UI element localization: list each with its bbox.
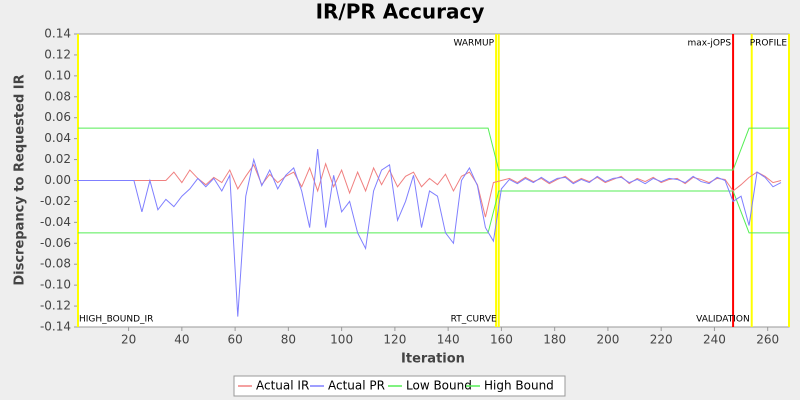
y-tick-label: 0.02 — [44, 152, 71, 166]
y-tick-label: -0.12 — [40, 299, 71, 313]
y-tick-label: -0.04 — [40, 215, 71, 229]
y-tick-label: -0.10 — [40, 278, 71, 292]
x-tick-label: 160 — [490, 333, 513, 347]
y-tick-label: 0.06 — [44, 110, 71, 124]
marker-label: RT_CURVE — [451, 315, 497, 325]
x-tick-label: 120 — [383, 333, 406, 347]
x-tick-label: 220 — [650, 333, 673, 347]
y-tick-label: 0.04 — [44, 131, 71, 145]
x-tick-label: 20 — [121, 333, 136, 347]
y-tick-label: 0.00 — [44, 173, 71, 187]
y-tick-label: -0.08 — [40, 257, 71, 271]
marker-label: WARMUP — [453, 39, 494, 49]
x-tick-label: 180 — [543, 333, 566, 347]
x-tick-label: 240 — [703, 333, 726, 347]
legend-label: Actual PR — [328, 379, 385, 393]
x-axis-title: Iteration — [401, 352, 465, 367]
x-tick-label: 40 — [174, 333, 189, 347]
y-tick-label: 0.10 — [44, 68, 71, 82]
x-tick-label: 100 — [330, 333, 353, 347]
series-line — [78, 127, 789, 171]
legend-label: High Bound — [484, 379, 554, 393]
y-tick-label: 0.12 — [44, 47, 71, 61]
x-tick-label: 260 — [756, 333, 779, 347]
marker-label: max-jOPS — [687, 39, 731, 49]
x-tick-label: 80 — [281, 333, 296, 347]
y-tick-label: 0.08 — [44, 89, 71, 103]
y-tick-label: -0.02 — [40, 194, 71, 208]
x-tick-label: 60 — [227, 333, 242, 347]
chart-title: IR/PR Accuracy — [316, 0, 485, 24]
y-axis-title: Discrepancy to Requested IR — [13, 74, 28, 285]
plot-area — [77, 33, 790, 328]
marker-label: HIGH_BOUND_IR — [79, 315, 153, 325]
x-tick-label: 200 — [596, 333, 619, 347]
series-line — [78, 149, 782, 317]
y-tick-label: 0.14 — [44, 27, 71, 41]
marker-label: PROFILE — [750, 39, 788, 49]
marker-label: VALIDATION — [696, 315, 750, 325]
x-tick-label: 140 — [437, 333, 460, 347]
y-tick-label: -0.06 — [40, 236, 71, 250]
legend-label: Actual IR — [256, 379, 309, 393]
legend-label: Low Bound — [406, 379, 472, 393]
series-line — [78, 190, 789, 234]
series-line — [78, 162, 782, 218]
y-tick-label: -0.14 — [40, 320, 71, 334]
